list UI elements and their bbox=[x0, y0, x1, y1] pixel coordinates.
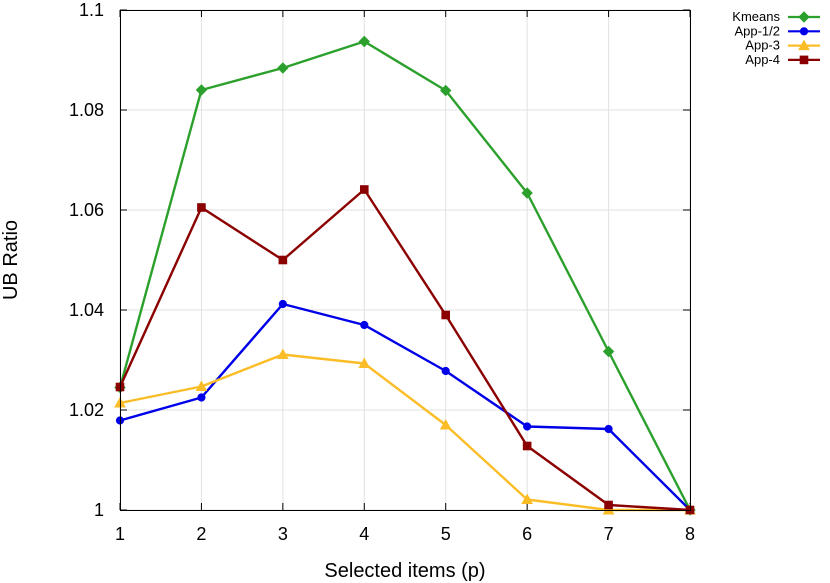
y-tick-label: 1.02 bbox=[69, 400, 104, 420]
legend-item-app-4: App-4 bbox=[745, 52, 820, 67]
data-point-app-4 bbox=[441, 310, 451, 320]
series-line-app-4 bbox=[118, 188, 692, 512]
y-tick-label: 1.04 bbox=[69, 300, 104, 320]
y-axis-label: UB Ratio bbox=[0, 220, 22, 300]
data-point-kmeans bbox=[602, 345, 615, 358]
data-point-app-4 bbox=[197, 203, 206, 212]
legend-label: App-1/2 bbox=[734, 23, 780, 38]
legend-marker bbox=[799, 27, 809, 36]
data-point-kmeans bbox=[277, 62, 289, 74]
legend-marker bbox=[798, 11, 810, 23]
data-point-app-3 bbox=[195, 380, 208, 391]
series-layer bbox=[114, 35, 696, 516]
data-point-kmeans bbox=[521, 187, 533, 199]
x-tick-label: 2 bbox=[196, 524, 206, 544]
y-tick-label: 1.1 bbox=[79, 0, 104, 20]
ticks-layer: 1 2 3 4 5 6 7 8 1 1.02 1.04 1.06 1.08 1.1 bbox=[69, 0, 695, 544]
data-point-app-1-2 bbox=[441, 366, 450, 376]
data-point-app-1-2 bbox=[523, 422, 532, 431]
data-point-app-3 bbox=[439, 418, 452, 430]
series-line-app-3 bbox=[118, 353, 692, 512]
legend-item-app-1-2: App-1/2 bbox=[734, 23, 820, 38]
data-point-app-3 bbox=[358, 357, 371, 368]
y-tick-label: 1.06 bbox=[69, 200, 104, 220]
x-tick-label: 4 bbox=[359, 524, 369, 544]
legend-label: Kmeans bbox=[732, 9, 780, 24]
data-point-kmeans bbox=[358, 35, 370, 48]
legend-item-kmeans: Kmeans bbox=[732, 9, 820, 24]
x-axis-label: Selected items (p) bbox=[324, 560, 485, 582]
x-tick-label: 6 bbox=[522, 524, 532, 544]
data-point-app-3 bbox=[602, 503, 615, 515]
x-tick-label: 5 bbox=[441, 524, 451, 544]
data-point-app-3 bbox=[521, 493, 533, 504]
y-tick-label: 1 bbox=[94, 500, 104, 520]
legend-marker bbox=[798, 39, 810, 51]
data-point-app-4 bbox=[278, 255, 288, 265]
data-point-app-4 bbox=[604, 500, 613, 510]
legend-item-app-3: App-3 bbox=[745, 38, 820, 53]
legend-label: App-3 bbox=[745, 38, 780, 53]
x-tick-label: 1 bbox=[115, 524, 125, 544]
x-tick-label: 3 bbox=[278, 524, 288, 544]
data-point-kmeans bbox=[195, 84, 208, 96]
plot-frame bbox=[120, 10, 691, 511]
series-line-kmeans bbox=[118, 40, 692, 512]
data-point-app-3 bbox=[277, 348, 289, 359]
legend-label: App-4 bbox=[745, 52, 780, 67]
x-tick-label: 8 bbox=[685, 524, 695, 544]
data-point-app-1-2 bbox=[278, 299, 287, 309]
data-point-kmeans bbox=[440, 84, 452, 97]
data-point-app-1-2 bbox=[197, 393, 206, 402]
y-tick-label: 1.08 bbox=[69, 100, 104, 120]
data-point-app-1-2 bbox=[604, 424, 613, 434]
data-point-app-1-2 bbox=[360, 320, 369, 330]
data-point-app-4 bbox=[359, 185, 369, 194]
legend-marker bbox=[799, 55, 809, 65]
x-tick-label: 7 bbox=[604, 524, 614, 544]
data-point-app-4 bbox=[522, 441, 532, 451]
